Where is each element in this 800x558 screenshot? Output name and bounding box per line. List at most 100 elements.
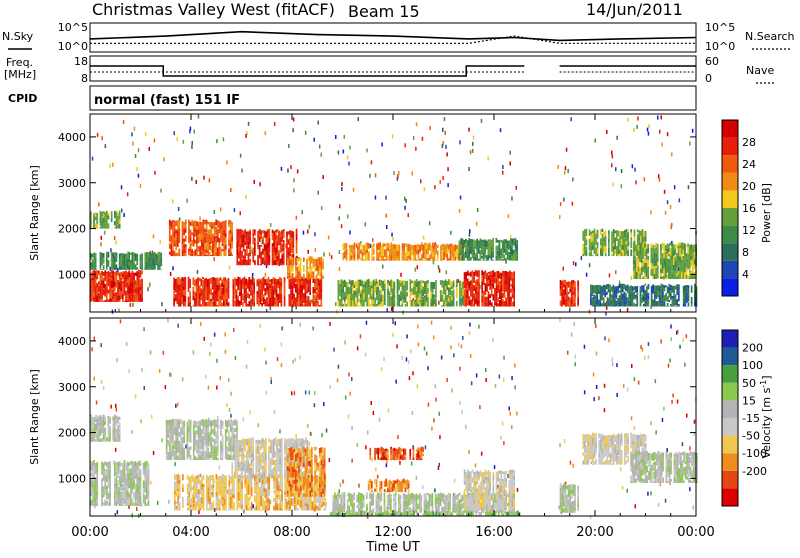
heatmap-cell (350, 281, 352, 288)
heatmap-cell (264, 260, 266, 265)
heatmap-cell (125, 261, 127, 266)
heatmap-cell (122, 274, 124, 277)
heatmap-cell (133, 462, 135, 467)
heatmap-cell (499, 375, 501, 379)
heatmap-cell (673, 286, 675, 294)
heatmap-cell (600, 285, 602, 292)
heatmap-cell (622, 294, 624, 299)
heatmap-cell (188, 238, 190, 241)
heatmap-cell (383, 247, 385, 250)
heatmap-cell (424, 255, 426, 258)
heatmap-cell (392, 302, 394, 305)
heatmap-cell (671, 271, 673, 274)
heatmap-cell (623, 384, 625, 388)
heatmap-cell (278, 239, 280, 245)
heatmap-cell (679, 245, 681, 248)
heatmap-cell (114, 252, 116, 256)
heatmap-cell (684, 272, 686, 278)
heatmap-cell (212, 475, 214, 479)
heatmap-cell (670, 248, 672, 256)
heatmap-cell (223, 243, 225, 247)
heatmap-cell (430, 282, 432, 289)
heatmap-cell (563, 198, 565, 202)
heatmap-cell (456, 285, 458, 287)
heatmap-cell (308, 257, 310, 262)
heatmap-cell (96, 496, 98, 500)
heatmap-cell (273, 301, 275, 306)
heatmap-cell (114, 293, 116, 297)
heatmap-cell (504, 284, 506, 287)
noise-right-tick-bottom: 10^0 (705, 40, 735, 53)
power-colorbar-swatch (722, 261, 738, 279)
heatmap-cell (622, 299, 624, 305)
heatmap-cell (478, 289, 480, 294)
heatmap-cell (128, 463, 130, 467)
heatmap-cell (500, 128, 502, 132)
heatmap-cell (511, 425, 513, 429)
heatmap-cell (212, 492, 214, 495)
heatmap-cell (196, 296, 198, 299)
heatmap-cell (442, 144, 444, 148)
heatmap-cell (140, 477, 142, 481)
heatmap-cell (360, 298, 362, 303)
heatmap-cell (485, 368, 487, 372)
heatmap-cell (132, 465, 134, 472)
heatmap-cell (598, 396, 600, 400)
heatmap-cell (136, 485, 138, 492)
heatmap-cell (203, 443, 205, 451)
heatmap-cell (267, 257, 269, 264)
heatmap-cell (100, 262, 102, 268)
heatmap-cell (120, 492, 122, 494)
heatmap-cell (398, 282, 400, 284)
heatmap-cell (127, 498, 129, 501)
heatmap-cell (339, 267, 341, 271)
heatmap-cell (359, 250, 361, 254)
heatmap-cell (101, 343, 103, 347)
heatmap-cell (453, 353, 455, 357)
power-colorbar-tick-label: 16 (742, 202, 756, 215)
heatmap-cell (642, 348, 644, 352)
heatmap-cell (403, 257, 405, 261)
heatmap-cell (266, 304, 268, 306)
heatmap-cell (212, 446, 214, 451)
heatmap-cell (219, 228, 221, 233)
heatmap-cell (210, 299, 212, 302)
heatmap-cell (153, 234, 155, 238)
heatmap-cell (175, 404, 177, 408)
heatmap-cell (306, 259, 308, 266)
heatmap-cell (109, 465, 111, 470)
heatmap-cell (169, 446, 171, 451)
heatmap-cell (604, 384, 606, 388)
heatmap-cell (507, 241, 509, 249)
heatmap-cell (204, 428, 206, 433)
heatmap-cell (220, 420, 222, 424)
heatmap-cell (456, 252, 458, 259)
heatmap-cell (665, 211, 667, 215)
heatmap-cell (176, 508, 178, 510)
heatmap-cell (507, 287, 509, 290)
heatmap-cell (180, 293, 182, 301)
heatmap-cell (281, 278, 283, 282)
heatmap-cell (275, 247, 277, 255)
heatmap-cell (114, 438, 116, 442)
heatmap-cell (214, 444, 216, 448)
heatmap-cell (596, 385, 598, 389)
heatmap-cell (108, 423, 110, 426)
heatmap-cell (273, 235, 275, 240)
heatmap-cell (265, 293, 267, 296)
heatmap-cell (379, 242, 381, 247)
heatmap-cell (655, 379, 657, 383)
heatmap-cell (675, 306, 677, 307)
heatmap-cell (234, 288, 236, 290)
heatmap-cell (373, 243, 375, 246)
heatmap-cell (96, 270, 98, 276)
heatmap-cell (140, 503, 142, 506)
heatmap-cell (295, 265, 297, 271)
heatmap-cell (381, 256, 383, 261)
heatmap-cell (652, 269, 654, 273)
heatmap-cell (148, 470, 150, 478)
heatmap-cell (499, 300, 501, 303)
heatmap-cell (433, 260, 435, 264)
heatmap-cell (194, 292, 196, 298)
heatmap-cell (172, 220, 174, 222)
